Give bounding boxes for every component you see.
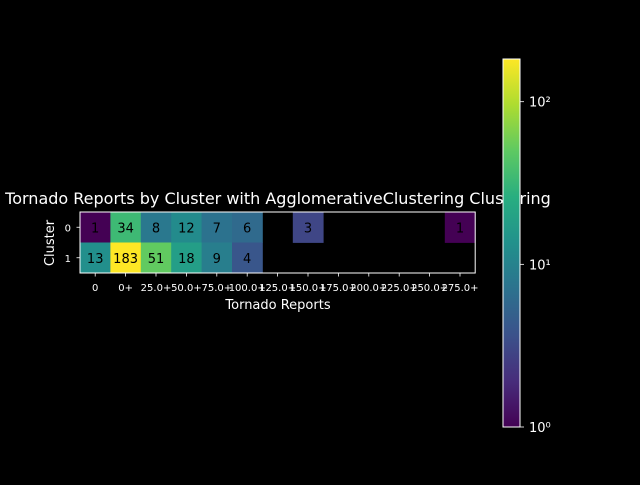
heatmap-cell xyxy=(292,212,324,243)
chart-title: Tornado Reports by Cluster with Agglomer… xyxy=(4,189,551,208)
x-tick-label: 25.0+ xyxy=(141,283,172,294)
cell-value-label: 13 xyxy=(87,252,104,267)
cell-value-label: 7 xyxy=(213,221,221,236)
x-tick-label: 225.0+ xyxy=(381,283,418,294)
x-tick-label: 125.0+ xyxy=(259,283,296,294)
colorbar-ticks: 10⁰ 10¹ 10² xyxy=(520,96,551,436)
cell-value-label: 8 xyxy=(152,221,160,236)
heatmap-cell xyxy=(171,242,202,274)
colorbar xyxy=(502,58,521,428)
x-tick-label: 150.0+ xyxy=(289,283,326,294)
heatmap-cell-labels: 1 34 8 12 7 6 3 1 13 183 51 18 9 4 xyxy=(87,221,464,267)
cell-value-label: 1 xyxy=(91,221,99,236)
x-axis-label: Tornado Reports xyxy=(224,298,330,313)
x-axis-ticks: 0 0+ 25.0+ 50.0+ 75.0+100.0+125.0+150.0+175.… xyxy=(92,273,479,294)
x-tick-label: 250.0+ xyxy=(411,283,448,294)
heatmap-cell xyxy=(232,242,263,274)
cell-value-label: 9 xyxy=(213,252,221,267)
colorbar-tick-label: 10² xyxy=(529,96,551,111)
cell-value-label: 34 xyxy=(117,221,134,236)
x-tick-label: 200.0+ xyxy=(350,283,387,294)
x-tick-label: 0+ xyxy=(118,283,133,294)
colorbar-tick-label: 10¹ xyxy=(529,258,551,273)
heatmap-cell xyxy=(140,212,172,243)
heatmap-cell xyxy=(140,242,172,274)
heatmap-cells xyxy=(80,212,476,274)
y-tick-label: 1 xyxy=(65,254,71,265)
cell-value-label: 183 xyxy=(113,252,138,267)
x-tick-label: 175.0+ xyxy=(320,283,357,294)
y-axis-ticks: 01 xyxy=(65,223,80,265)
cell-value-label: 51 xyxy=(148,252,165,267)
heatmap-cell xyxy=(444,212,476,243)
y-tick-label: 0 xyxy=(65,223,71,234)
y-axis-label: Cluster xyxy=(43,219,58,266)
heatmap-cell xyxy=(171,212,202,243)
cell-value-label: 12 xyxy=(178,221,195,236)
heatmap-cell xyxy=(232,212,263,243)
heatmap-cell xyxy=(201,212,233,243)
cell-value-label: 3 xyxy=(304,221,312,236)
heatmap-cell xyxy=(80,242,111,274)
cell-value-label: 18 xyxy=(178,252,195,267)
heatmap-cell xyxy=(110,212,142,243)
heatmap-cell xyxy=(201,242,233,274)
x-tick-label: 0 xyxy=(92,283,98,294)
x-tick-label: 75.0+ xyxy=(201,283,232,294)
heatmap-cell xyxy=(80,212,111,243)
x-tick-label: 100.0+ xyxy=(229,283,266,294)
cell-value-label: 6 xyxy=(243,221,251,236)
heatmap-cell xyxy=(110,242,142,274)
colorbar-tick-label: 10⁰ xyxy=(529,421,551,436)
x-tick-label: 275.0+ xyxy=(441,283,478,294)
x-tick-label: 50.0+ xyxy=(171,283,202,294)
cell-value-label: 1 xyxy=(456,221,464,236)
cell-value-label: 4 xyxy=(243,252,251,267)
